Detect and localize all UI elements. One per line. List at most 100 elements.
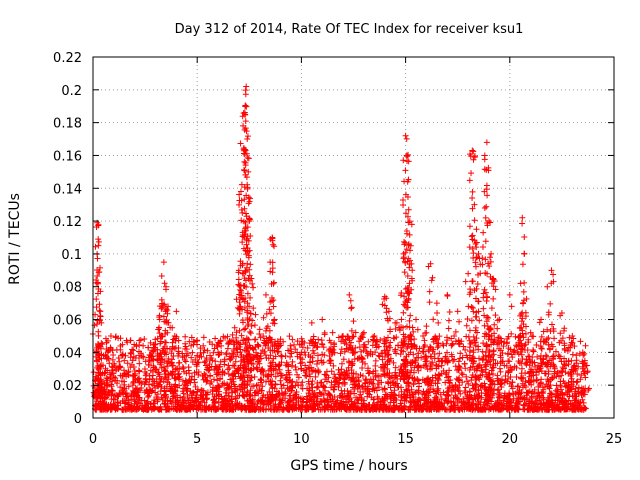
data-point xyxy=(480,229,487,236)
data-point xyxy=(425,380,432,387)
data-point xyxy=(471,366,478,373)
data-point xyxy=(434,405,441,412)
data-point xyxy=(262,342,269,349)
data-point xyxy=(161,401,168,408)
data-point xyxy=(253,382,260,389)
data-point xyxy=(390,359,397,366)
data-point xyxy=(404,273,411,280)
data-point xyxy=(379,301,386,308)
data-point xyxy=(284,374,291,381)
data-point xyxy=(442,371,449,378)
data-point xyxy=(538,316,545,323)
data-point xyxy=(407,369,414,376)
data-point xyxy=(125,383,132,390)
x-axis-label: GPS time / hours xyxy=(290,458,407,474)
data-point xyxy=(329,406,336,413)
data-point xyxy=(215,349,222,356)
data-point xyxy=(359,330,366,337)
data-point xyxy=(521,279,528,286)
data-point xyxy=(474,281,481,288)
data-point xyxy=(158,383,165,390)
data-point xyxy=(403,228,410,235)
data-point xyxy=(287,342,294,349)
data-point xyxy=(409,375,416,382)
data-point xyxy=(468,304,475,311)
data-point xyxy=(95,242,102,249)
data-point xyxy=(397,363,404,370)
data-point xyxy=(251,403,258,410)
data-point xyxy=(454,395,461,402)
data-point xyxy=(347,297,354,304)
data-point xyxy=(278,381,285,388)
data-point xyxy=(467,340,474,347)
data-point xyxy=(214,377,221,384)
data-point xyxy=(247,400,254,407)
data-point xyxy=(172,381,179,388)
data-point xyxy=(305,378,312,385)
data-point xyxy=(338,338,345,345)
data-point xyxy=(549,393,556,400)
data-point xyxy=(147,339,154,346)
data-point xyxy=(163,316,170,323)
data-point xyxy=(568,371,575,378)
data-point xyxy=(302,372,309,379)
data-point xyxy=(123,337,130,344)
data-point xyxy=(461,360,468,367)
data-point xyxy=(210,397,217,404)
data-point xyxy=(561,325,568,332)
data-point xyxy=(350,374,357,381)
data-point xyxy=(274,349,281,356)
data-point xyxy=(117,384,124,391)
data-point xyxy=(247,310,254,317)
data-point xyxy=(167,398,174,405)
data-point xyxy=(197,345,204,352)
data-point xyxy=(301,349,308,356)
y-axis-label: ROTI / TECUs xyxy=(7,193,23,285)
data-point xyxy=(329,329,336,336)
data-point xyxy=(484,293,491,300)
data-point xyxy=(520,288,527,295)
data-point xyxy=(98,383,105,390)
data-point xyxy=(99,341,106,348)
data-point xyxy=(527,329,534,336)
data-point xyxy=(180,393,187,400)
data-point xyxy=(349,402,356,408)
data-point xyxy=(174,394,181,401)
data-point xyxy=(268,406,275,413)
data-point xyxy=(470,396,477,403)
data-point xyxy=(247,195,254,202)
data-point xyxy=(469,405,476,412)
data-point xyxy=(161,368,168,375)
data-point xyxy=(448,335,455,342)
data-point xyxy=(575,384,582,391)
data-point xyxy=(408,336,415,343)
data-point xyxy=(240,234,247,241)
data-point xyxy=(246,358,253,365)
data-point xyxy=(528,394,535,401)
data-point xyxy=(350,370,357,377)
data-point xyxy=(349,345,356,352)
data-point xyxy=(506,291,513,298)
data-point xyxy=(433,361,440,368)
data-point xyxy=(275,362,282,369)
y-tick-label: 0.2 xyxy=(61,84,82,99)
data-point xyxy=(202,362,209,369)
data-point xyxy=(345,398,352,405)
data-point xyxy=(479,243,486,250)
data-point xyxy=(473,391,480,398)
y-tick-label: 0.12 xyxy=(53,215,82,230)
data-point xyxy=(475,250,482,257)
data-point xyxy=(474,254,481,261)
data-point xyxy=(231,341,238,348)
data-point xyxy=(167,385,174,392)
data-point xyxy=(108,406,115,413)
data-point xyxy=(162,305,169,312)
data-point xyxy=(578,391,585,398)
data-point xyxy=(228,338,235,345)
data-point xyxy=(142,358,149,365)
data-point xyxy=(125,368,132,375)
data-point xyxy=(466,327,473,334)
data-point xyxy=(503,406,510,413)
data-point xyxy=(426,386,433,393)
data-point xyxy=(306,387,313,394)
